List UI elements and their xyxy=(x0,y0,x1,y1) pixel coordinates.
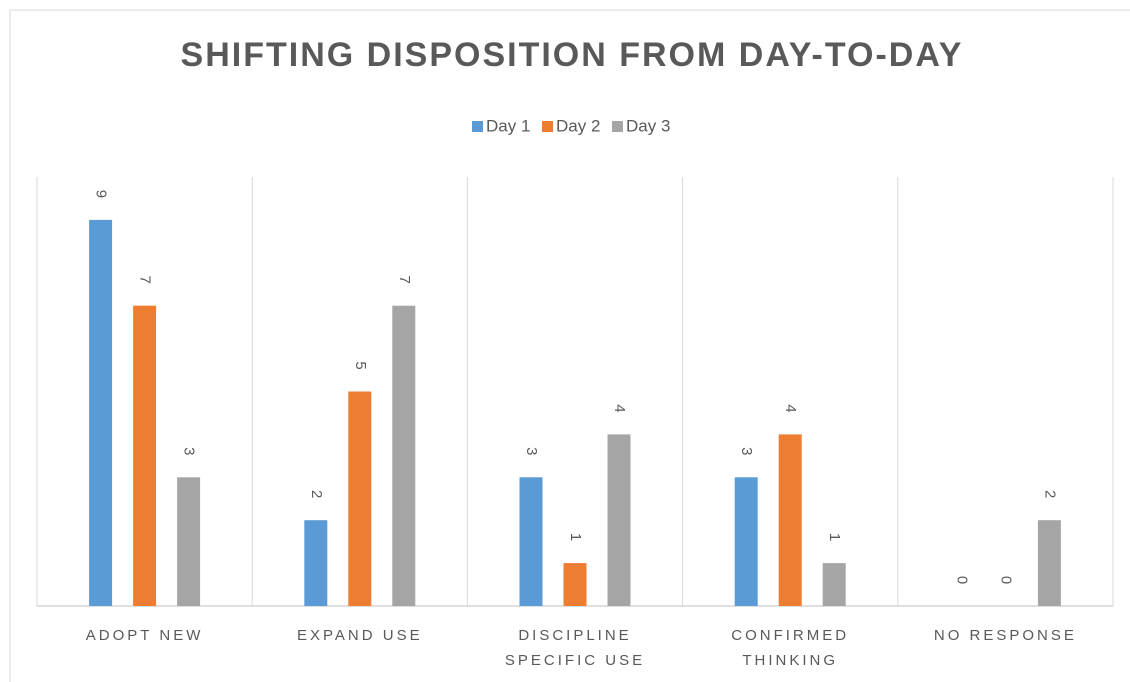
data-label: 0 xyxy=(997,576,1014,584)
legend-label: Day 1 xyxy=(486,116,530,135)
data-label: 2 xyxy=(1041,490,1058,498)
legend-swatch xyxy=(612,121,623,132)
data-label: 3 xyxy=(181,447,198,455)
x-tick-label: CONFIRMED THINKING xyxy=(731,627,850,669)
x-tick-label: NO RESPONSE xyxy=(933,627,1077,644)
data-label: 5 xyxy=(352,361,369,369)
bar xyxy=(1037,520,1061,606)
x-tick-label: DISCIPLINE SPECIFIC USE xyxy=(504,627,646,669)
chart-title: SHIFTING DISPOSITION FROM DAY-TO-DAY xyxy=(181,36,964,74)
data-label: 7 xyxy=(396,276,413,284)
bar xyxy=(607,434,631,606)
chart-border xyxy=(9,9,1130,682)
x-tick-label: EXPAND USE xyxy=(297,627,423,644)
data-label: 0 xyxy=(953,576,970,584)
bar xyxy=(822,563,846,606)
bar xyxy=(563,563,587,606)
legend-label: Day 2 xyxy=(556,116,600,135)
bar xyxy=(392,305,416,606)
bar xyxy=(133,305,157,606)
bar xyxy=(778,434,802,606)
legend-label: Day 3 xyxy=(626,116,670,135)
bar xyxy=(734,477,758,606)
data-label: 3 xyxy=(523,447,540,455)
legend-swatch xyxy=(472,121,483,132)
x-tick-label: ADOPT NEW xyxy=(85,627,204,644)
data-label: 1 xyxy=(567,533,584,541)
bar xyxy=(177,477,201,606)
data-label: 9 xyxy=(93,190,110,198)
data-label: 2 xyxy=(308,490,325,498)
data-label: 4 xyxy=(782,404,799,412)
bar xyxy=(519,477,543,606)
data-label: 1 xyxy=(826,533,843,541)
bar xyxy=(89,219,113,606)
data-label: 3 xyxy=(738,447,755,455)
bar xyxy=(348,391,372,606)
bar xyxy=(304,520,328,606)
legend-swatch xyxy=(542,121,553,132)
data-label: 4 xyxy=(611,404,628,412)
data-label: 7 xyxy=(137,276,154,284)
